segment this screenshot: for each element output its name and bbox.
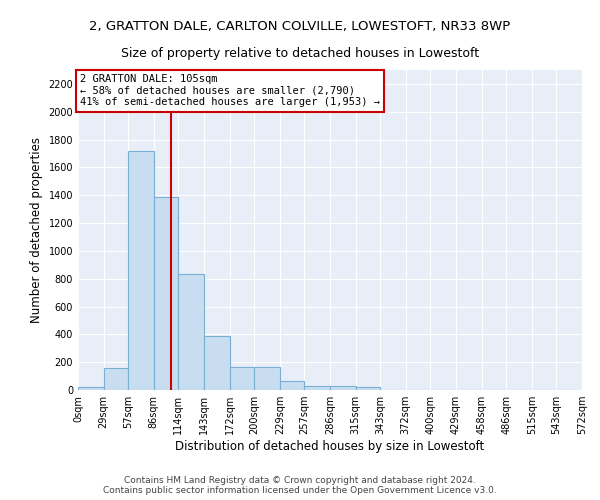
- Bar: [230, 367, 254, 390]
- Text: Contains HM Land Registry data © Crown copyright and database right 2024.
Contai: Contains HM Land Registry data © Crown c…: [103, 476, 497, 495]
- Bar: [128, 150, 154, 390]
- X-axis label: Distribution of detached houses by size in Lowestoft: Distribution of detached houses by size …: [175, 440, 485, 453]
- Bar: [78, 387, 104, 390]
- Bar: [356, 387, 380, 390]
- Bar: [280, 381, 304, 390]
- Bar: [254, 367, 280, 390]
- Text: Size of property relative to detached houses in Lowestoft: Size of property relative to detached ho…: [121, 48, 479, 60]
- Bar: [178, 274, 204, 390]
- Bar: [330, 386, 356, 390]
- Y-axis label: Number of detached properties: Number of detached properties: [30, 137, 43, 323]
- Text: 2, GRATTON DALE, CARLTON COLVILLE, LOWESTOFT, NR33 8WP: 2, GRATTON DALE, CARLTON COLVILLE, LOWES…: [89, 20, 511, 33]
- Bar: [304, 386, 330, 390]
- Bar: [154, 196, 178, 390]
- Bar: [204, 336, 230, 390]
- Text: 2 GRATTON DALE: 105sqm
← 58% of detached houses are smaller (2,790)
41% of semi-: 2 GRATTON DALE: 105sqm ← 58% of detached…: [80, 74, 380, 108]
- Bar: [104, 368, 128, 390]
